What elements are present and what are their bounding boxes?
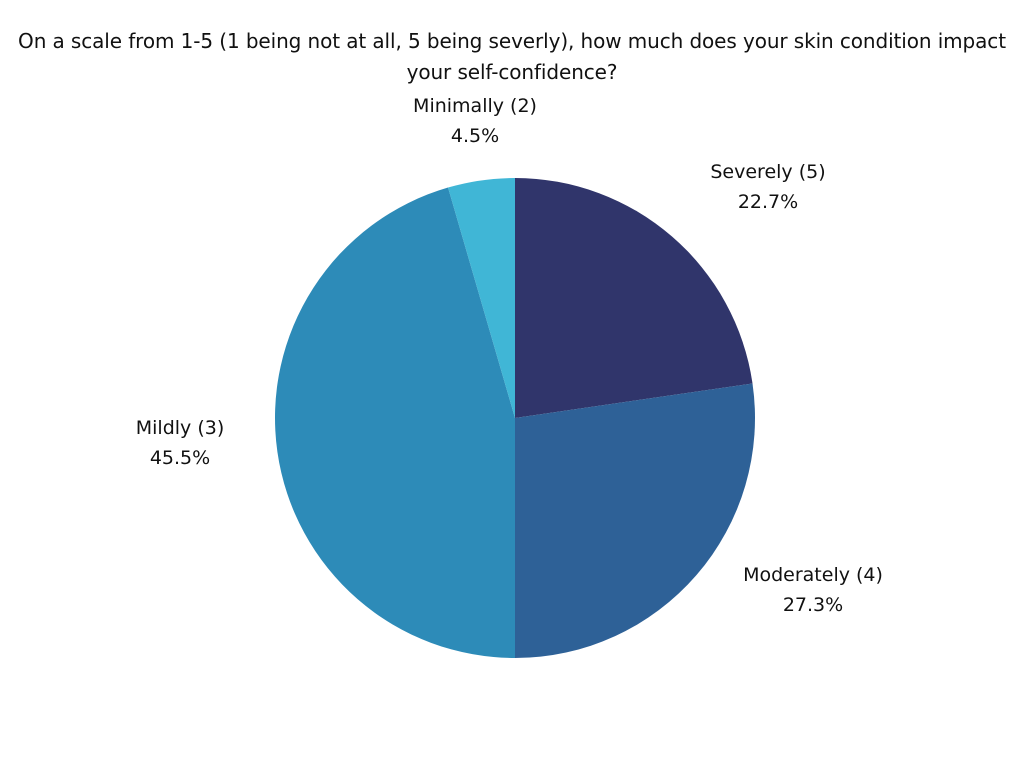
slice-label: Moderately (4) 27.3% [693,560,933,620]
slice-label-name: Severely (5) [710,161,826,183]
slice-label-name: Mildly (3) [135,417,225,439]
slice-label-name: Moderately (4) [743,564,883,586]
pie-slice-minimally-2 [448,178,515,418]
slice-label-value: 4.5% [450,125,500,147]
slice-label: Minimally (2) 4.5% [355,91,595,151]
pie-slice-mildly-3 [274,187,515,658]
pie-slice-moderately-4 [515,383,756,658]
chart-title: On a scale from 1-5 (1 being not at all,… [18,29,1006,84]
slice-label-value: 22.7% [737,191,799,213]
pie-slices [274,178,756,658]
slice-label: Mildly (3) 45.5% [60,413,300,473]
slice-label-name: Minimally (2) [413,95,537,117]
pie-slice-severely-5 [515,178,753,418]
slice-label-value: 45.5% [149,447,211,469]
slice-label-value: 27.3% [782,594,844,616]
slice-label: Severely (5) 22.7% [648,157,888,217]
